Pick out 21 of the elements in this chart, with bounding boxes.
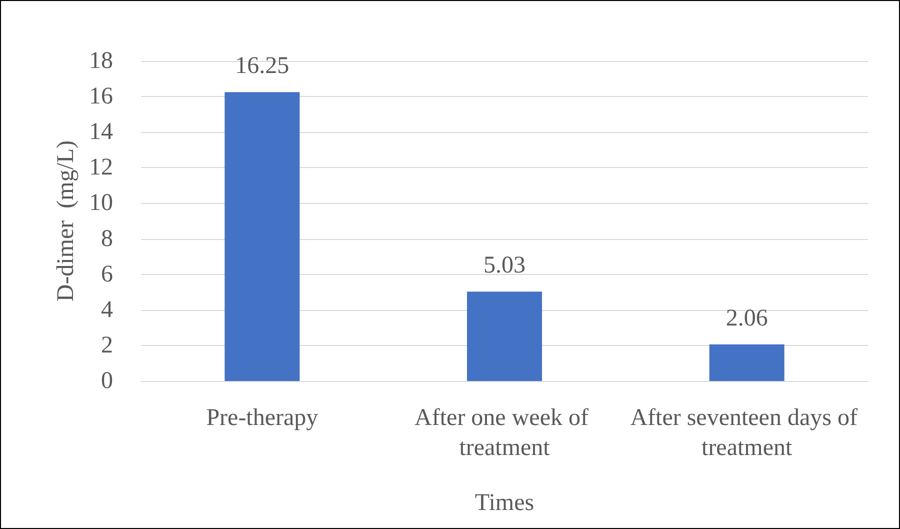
x-tick-label: After one week of treatment: [414, 405, 594, 461]
bar: [709, 344, 784, 381]
y-tick-label: 0: [101, 368, 113, 394]
bar: [224, 92, 300, 381]
x-axis-title: Times: [474, 490, 534, 516]
data-label: 5.03: [484, 252, 526, 279]
x-tick-label: After seventeen days of treatment: [630, 405, 864, 461]
y-tick-label: 8: [101, 226, 113, 252]
data-label: 16.25: [235, 53, 290, 80]
bar: [467, 292, 542, 381]
y-tick-label: 16: [89, 84, 113, 110]
y-tick-label: 4: [101, 296, 113, 323]
y-tick-label: 2: [101, 332, 113, 358]
y-tick-label: 6: [101, 261, 113, 288]
y-tick-label: 12: [89, 154, 113, 181]
y-tick-label: 14: [89, 119, 113, 146]
y-tick-label: 18: [89, 48, 113, 74]
data-label: 2.06: [726, 305, 768, 332]
y-axis-title: D-dimer (mg/L): [53, 140, 80, 302]
y-tick-label: 10: [89, 190, 113, 216]
x-tick-label: Pre-therapy: [206, 405, 318, 431]
